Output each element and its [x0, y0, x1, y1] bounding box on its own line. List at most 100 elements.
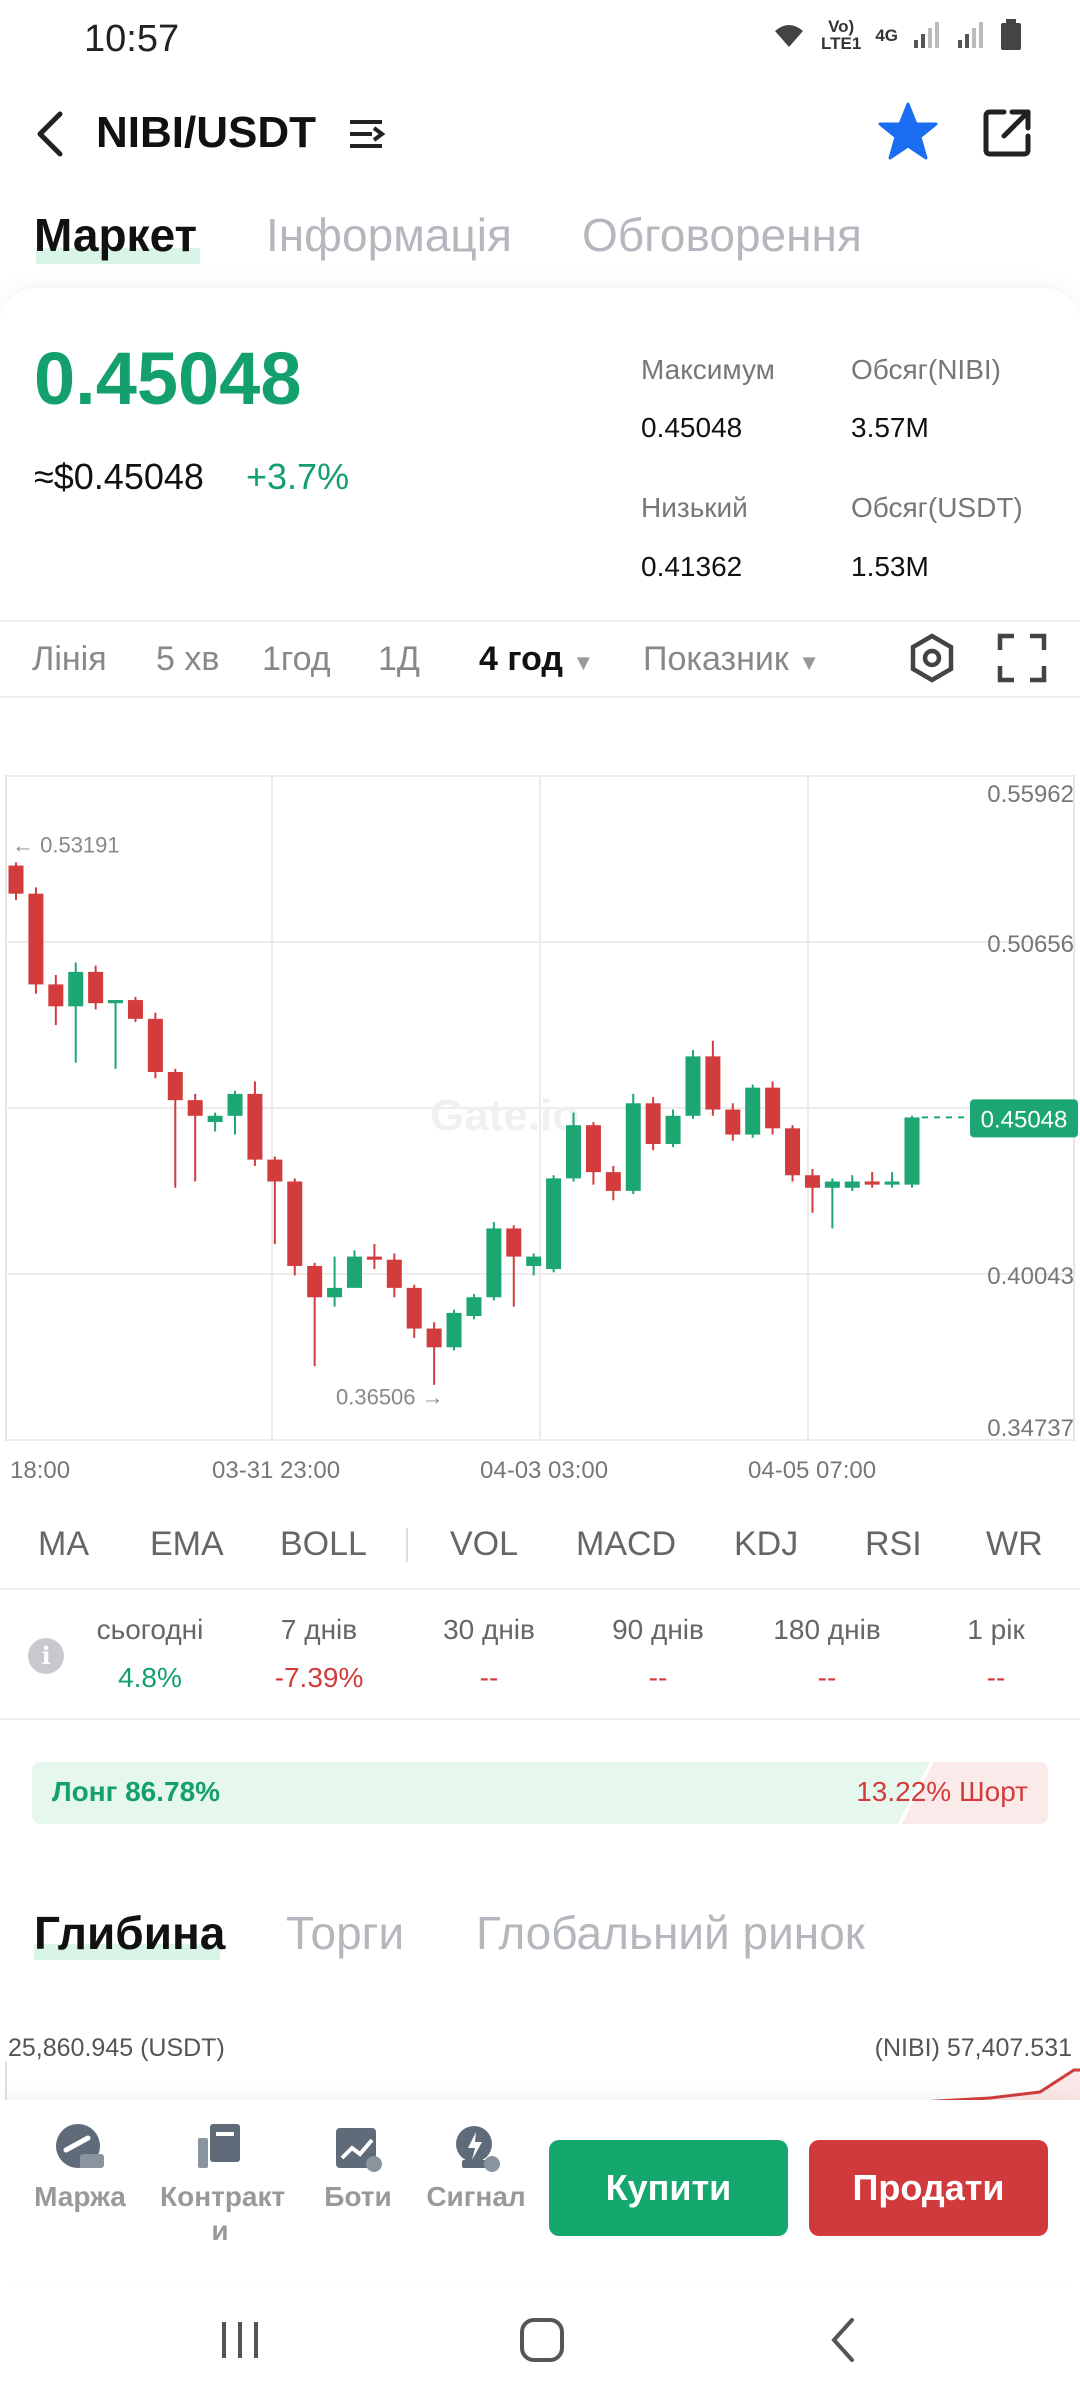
contracts-icon	[198, 2124, 240, 2168]
perf-label-1y: 1 рік	[967, 1614, 1025, 1645]
indicator-kdj[interactable]: KDJ	[734, 1525, 799, 1563]
price-usd: ≈$0.45048	[34, 456, 204, 497]
signal-bell-icon	[456, 2126, 500, 2172]
candle-up	[546, 1178, 562, 1270]
volume-base-value: 3.57M	[851, 412, 929, 443]
favorite-star-icon[interactable]	[876, 100, 940, 164]
home-icon[interactable]	[512, 2310, 572, 2370]
candle-down	[187, 1100, 203, 1116]
max-price-marker: ← 0.53191	[12, 833, 120, 858]
wifi-icon	[775, 25, 803, 47]
long-short-bar	[32, 1762, 1048, 1824]
volume-base-label: Обсяг(NIBI)	[851, 354, 1001, 385]
interval-4h[interactable]: 4 год ▼	[479, 640, 594, 679]
candle-down	[506, 1228, 522, 1257]
tab-trades[interactable]: Торги	[286, 1907, 405, 1959]
tab-info[interactable]: Інформація	[266, 209, 512, 261]
candle-up	[526, 1256, 542, 1266]
candle-up	[466, 1297, 482, 1317]
chart-settings-icon[interactable]	[906, 632, 958, 684]
candle-down	[167, 1072, 183, 1101]
perf-label-30d: 30 днів	[443, 1614, 535, 1645]
indicator-wr[interactable]: WR	[986, 1525, 1043, 1563]
info-icon[interactable]: i	[28, 1638, 64, 1674]
bots-button[interactable]: Боти	[298, 2120, 418, 2214]
interval-1d[interactable]: 1Д	[378, 640, 420, 678]
indicator-vol[interactable]: VOL	[450, 1525, 519, 1563]
margin-button[interactable]: Маржа	[20, 2120, 140, 2214]
y-tick-label: 0.34737	[987, 1415, 1074, 1442]
candle-up	[108, 1000, 124, 1004]
candle-down	[426, 1328, 442, 1348]
y-tick-label: 0.50656	[987, 931, 1074, 958]
back-arrow-icon[interactable]	[28, 106, 72, 162]
pair-switch-icon[interactable]	[346, 114, 386, 154]
contracts-button[interactable]: Контракт и	[160, 2120, 286, 2248]
perf-value-180d: --	[817, 1662, 837, 1693]
indicator-divider	[406, 1528, 408, 1562]
candle-down	[307, 1265, 323, 1298]
long-segment	[32, 1762, 930, 1824]
signal-label: Сигнал	[426, 2181, 526, 2212]
chart-toolbar	[0, 620, 1080, 698]
tab-depth[interactable]: Глибина	[34, 1907, 226, 1959]
candle-down	[785, 1128, 801, 1176]
candlestick-chart[interactable]: Gate.io 0.55962 0.50656 0.40043 0.34737 18:0…	[0, 770, 1080, 1486]
network-label: Vo) LTE1	[821, 18, 861, 52]
candle-down	[147, 1018, 163, 1073]
interval-1h[interactable]: 1год	[262, 640, 331, 678]
pair-title[interactable]: NIBI/USDT	[96, 108, 316, 157]
indicator-boll[interactable]: BOLL	[280, 1525, 367, 1563]
share-icon[interactable]	[980, 104, 1036, 160]
tab-underline	[36, 248, 200, 264]
fullscreen-icon[interactable]	[996, 632, 1048, 684]
short-segment	[901, 1762, 1048, 1824]
chart-axes: 0.55962 0.50656 0.40043 0.34737 18:00 03-31 2…	[10, 781, 1078, 1484]
tab-global-market[interactable]: Глобальний ринок	[476, 1907, 865, 1959]
perf-label-90d: 90 днів	[612, 1614, 704, 1645]
signal-icon	[914, 22, 939, 48]
candle-down	[406, 1287, 422, 1329]
candle-down	[127, 1000, 143, 1019]
depth-chart-preview	[5, 2062, 1080, 2106]
signal-icon-2	[958, 22, 983, 48]
buy-button[interactable]: Купити	[549, 2140, 788, 2236]
interval-5m[interactable]: 5 хв	[156, 640, 220, 678]
depth-bid-total: 25,860.945 (USDT)	[8, 2034, 225, 2062]
tab-market[interactable]: Маркет	[34, 209, 198, 261]
interval-line[interactable]: Лінія	[32, 640, 107, 678]
candle-down	[864, 1181, 880, 1185]
tab-discussion[interactable]: Обговорення	[582, 209, 862, 261]
perf-value-90d: --	[648, 1662, 668, 1693]
recent-apps-icon[interactable]	[210, 2310, 270, 2370]
min-price-marker: 0.36506 →	[336, 1385, 444, 1410]
candle-up	[844, 1181, 860, 1188]
candle-down	[88, 971, 104, 1004]
sell-button[interactable]: Продати	[809, 2140, 1048, 2236]
contracts-label: Контракт и	[160, 2181, 286, 2246]
perf-label-180d: 180 днів	[773, 1614, 881, 1645]
interval-4h-label: 4 год	[479, 640, 563, 678]
indicator-ema[interactable]: EMA	[150, 1525, 224, 1563]
caret-down-icon: ▼	[798, 650, 820, 675]
x-tick-label: 04-03 03:00	[480, 1457, 608, 1484]
candle-up	[824, 1181, 840, 1188]
indicator-rsi[interactable]: RSI	[865, 1525, 922, 1563]
candle-down	[267, 1159, 283, 1182]
candle-down	[645, 1103, 661, 1144]
margin-icon	[56, 2124, 104, 2168]
high-value: 0.45048	[641, 412, 743, 443]
price-card	[0, 288, 1080, 618]
last-price: 0.45048	[34, 337, 302, 420]
indicator-macd[interactable]: MACD	[576, 1525, 677, 1563]
y-tick-label: 0.40043	[987, 1263, 1074, 1290]
price-change: +3.7%	[246, 456, 350, 497]
signal-button[interactable]: Сигнал	[416, 2120, 536, 2214]
candle-down	[386, 1259, 402, 1288]
indicator-menu[interactable]: Показник ▼	[643, 640, 820, 679]
indicator-ma[interactable]: MA	[38, 1525, 89, 1563]
candle-down	[28, 893, 44, 985]
battery-icon	[1001, 19, 1021, 50]
candle-up	[227, 1093, 243, 1116]
system-back-icon[interactable]	[816, 2310, 876, 2370]
